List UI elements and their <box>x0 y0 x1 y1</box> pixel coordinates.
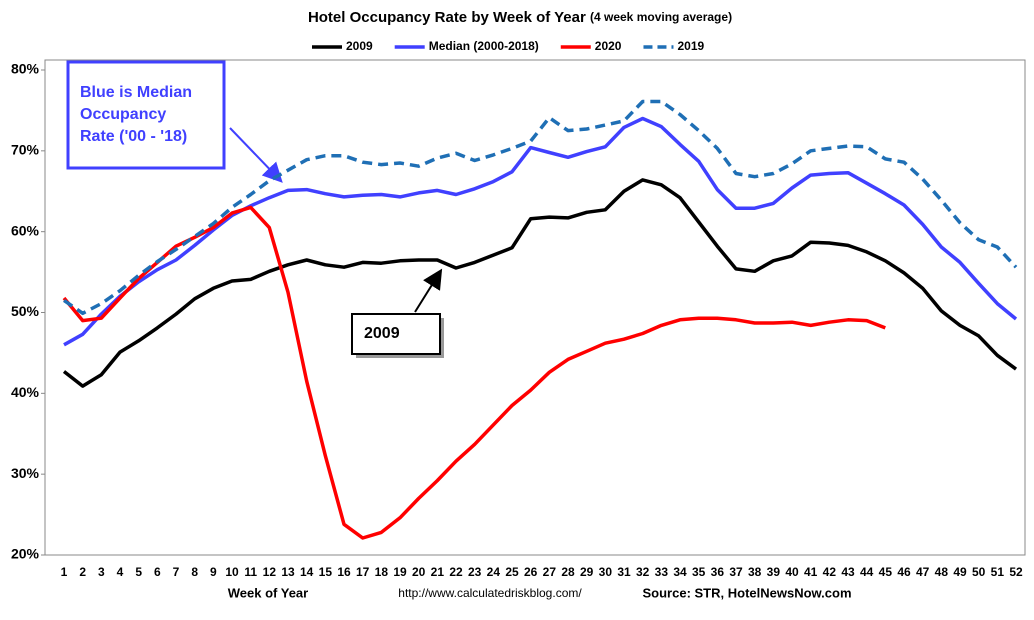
annotation-text: Rate ('00 - '18) <box>80 128 187 145</box>
legend-label: 2009 <box>346 39 373 53</box>
x-axis-label: Week of Year <box>228 585 308 600</box>
series-line <box>62 205 886 540</box>
arrow <box>414 268 443 313</box>
x-tick-label: 50 <box>972 565 986 579</box>
x-tick-label: 40 <box>785 565 799 579</box>
x-tick-label: 13 <box>281 565 295 579</box>
x-tick-label: 43 <box>841 565 855 579</box>
annotation-box <box>66 60 226 170</box>
x-tick-label: 30 <box>599 565 613 579</box>
series-line <box>63 116 1018 347</box>
x-tick-label: 17 <box>356 565 370 579</box>
annotation-text: Blue is Median <box>80 84 192 101</box>
x-tick-label: 14 <box>300 565 314 579</box>
x-tick-label: 48 <box>935 565 949 579</box>
y-tick-label: 20% <box>11 546 40 562</box>
arrow <box>229 127 283 183</box>
source: Source: STR, HotelNewsNow.com <box>643 585 852 600</box>
legend-label: 2020 <box>595 39 622 53</box>
x-tick-label: 1 <box>61 565 68 579</box>
annotation-text: 2009 <box>364 325 400 342</box>
x-tick-label: 21 <box>431 565 445 579</box>
x-tick-label: 26 <box>524 565 538 579</box>
x-tick-label: 44 <box>860 565 874 579</box>
url: http://www.calculatedriskblog.com/ <box>398 586 582 600</box>
x-tick-label: 33 <box>655 565 669 579</box>
title: Hotel Occupancy Rate by Week of Year <box>308 9 586 26</box>
x-tick-label: 38 <box>748 565 762 579</box>
x-tick-label: 3 <box>98 565 105 579</box>
x-tick-label: 5 <box>135 565 142 579</box>
y-tick-label: 80% <box>11 61 40 77</box>
subtitle: (4 week moving average) <box>590 10 732 24</box>
x-tick-label: 42 <box>823 565 837 579</box>
x-tick-label: 19 <box>393 565 407 579</box>
x-tick-label: 49 <box>953 565 967 579</box>
x-tick-label: 35 <box>692 565 706 579</box>
plot-border <box>44 59 1026 556</box>
x-tick-label: 11 <box>244 565 257 579</box>
y-tick-label: 30% <box>11 465 40 481</box>
x-tick-label: 7 <box>173 565 180 579</box>
x-tick-label: 34 <box>673 565 687 579</box>
legend-label: 2019 <box>677 39 704 53</box>
x-tick-label: 28 <box>561 565 575 579</box>
series-line <box>63 99 1018 316</box>
y-tick-label: 40% <box>11 384 40 400</box>
chart-title: Hotel Occupancy Rate by Week of Year (4 … <box>308 9 732 26</box>
x-tick-label: 41 <box>804 565 818 579</box>
x-tick-label: 23 <box>468 565 482 579</box>
x-tick-label: 46 <box>897 565 911 579</box>
y-tick-label: 60% <box>11 222 40 238</box>
y-tick-label: 50% <box>11 303 40 319</box>
x-tick-label: 6 <box>154 565 161 579</box>
series-line <box>62 178 1018 388</box>
x-tick-label: 45 <box>879 565 893 579</box>
x-tick-label: 31 <box>617 565 631 579</box>
x-tick-label: 47 <box>916 565 930 579</box>
x-tick-label: 51 <box>991 565 1005 579</box>
x-tick-label: 12 <box>263 565 277 579</box>
x-tick-label: 39 <box>767 565 781 579</box>
x-tick-label: 36 <box>711 565 725 579</box>
x-tick-label: 10 <box>225 565 239 579</box>
annotation-box <box>351 313 441 355</box>
x-tick-label: 4 <box>117 565 124 579</box>
x-tick-label: 16 <box>337 565 351 579</box>
x-tick-label: 18 <box>375 565 389 579</box>
x-tick-label: 37 <box>729 565 743 579</box>
x-tick-label: 8 <box>191 565 198 579</box>
annotation-text: Occupancy <box>80 106 166 123</box>
x-tick-label: 25 <box>505 565 519 579</box>
legend-label: Median (2000-2018) <box>429 39 539 53</box>
x-tick-label: 32 <box>636 565 650 579</box>
x-tick-label: 20 <box>412 565 426 579</box>
x-tick-label: 52 <box>1009 565 1023 579</box>
x-tick-label: 15 <box>319 565 333 579</box>
x-tick-label: 9 <box>210 565 217 579</box>
x-tick-label: 27 <box>543 565 557 579</box>
y-tick-label: 70% <box>11 142 40 158</box>
x-tick-label: 2 <box>79 565 86 579</box>
x-tick-label: 24 <box>487 565 501 579</box>
x-tick-label: 29 <box>580 565 594 579</box>
x-tick-label: 22 <box>449 565 463 579</box>
